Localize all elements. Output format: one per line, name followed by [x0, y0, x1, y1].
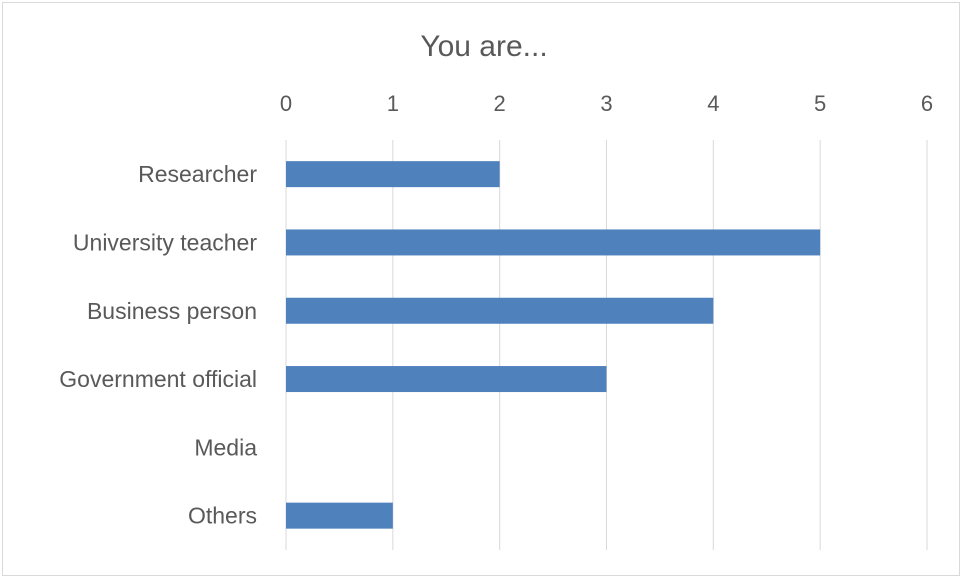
category-label: Researcher [138, 161, 257, 187]
x-tick-label: 4 [707, 91, 719, 116]
category-label: Media [194, 434, 257, 460]
category-label: Government official [59, 366, 257, 392]
bar [286, 297, 714, 324]
grid-lines [285, 140, 928, 550]
category-label: Others [188, 503, 257, 529]
x-axis-tick-labels: 0 1 2 3 4 5 6 [280, 91, 933, 116]
x-tick-label: 6 [921, 91, 933, 116]
category-label: Business person [87, 298, 257, 324]
bar [286, 161, 500, 188]
x-tick-label: 0 [280, 91, 292, 116]
x-tick-label: 3 [600, 91, 612, 116]
x-tick-label: 5 [814, 91, 826, 116]
chart-title: You are... [420, 30, 547, 63]
x-tick-label: 2 [494, 91, 506, 116]
category-labels: Researcher University teacher Business per… [59, 161, 257, 529]
bar [286, 229, 821, 256]
category-label: University teacher [73, 229, 257, 255]
bar [286, 366, 607, 393]
bar [286, 502, 393, 529]
x-tick-label: 1 [387, 91, 399, 116]
bars [286, 161, 821, 529]
